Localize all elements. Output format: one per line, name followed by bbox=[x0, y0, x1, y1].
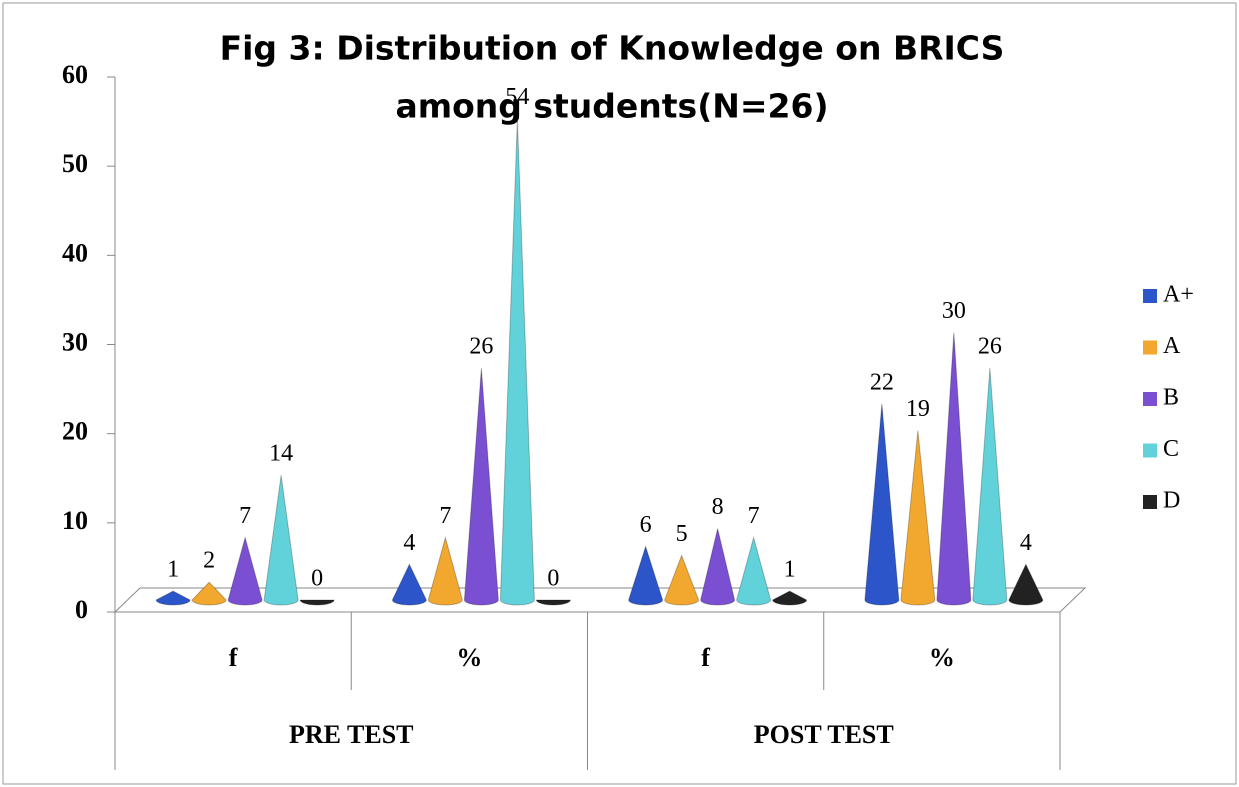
cone bbox=[936, 332, 972, 606]
data-label: 5 bbox=[676, 521, 688, 547]
data-label: 7 bbox=[439, 503, 451, 529]
legend-label: A bbox=[1163, 333, 1181, 359]
data-label: 7 bbox=[748, 503, 760, 529]
legend-swatch bbox=[1143, 340, 1157, 355]
data-label: 30 bbox=[942, 298, 966, 324]
legend-label: A+ bbox=[1163, 282, 1194, 308]
x-tick-label: % bbox=[456, 643, 482, 672]
x-tick-label: f bbox=[229, 643, 238, 672]
cone bbox=[463, 368, 499, 606]
cone bbox=[628, 544, 664, 606]
data-label: 8 bbox=[712, 494, 724, 520]
cone bbox=[535, 599, 571, 606]
data-label: 4 bbox=[1020, 530, 1032, 556]
floor bbox=[113, 587, 1087, 613]
data-label: 0 bbox=[547, 566, 559, 592]
cone bbox=[972, 368, 1008, 606]
data-label: 1 bbox=[784, 557, 796, 583]
y-tick-label: 40 bbox=[62, 238, 88, 267]
chart-title: Fig 3: Distribution of Knowledge on BRIC… bbox=[220, 29, 1005, 68]
y-tick-label: 20 bbox=[62, 417, 88, 446]
cone bbox=[263, 475, 299, 606]
x-tick-label: % bbox=[929, 643, 955, 672]
cone bbox=[772, 590, 808, 606]
data-label: 26 bbox=[978, 334, 1002, 360]
legend-swatch bbox=[1143, 392, 1157, 406]
cone bbox=[900, 430, 936, 606]
cone bbox=[499, 118, 535, 606]
data-label: 22 bbox=[870, 369, 894, 395]
y-tick-label: 60 bbox=[62, 60, 88, 89]
y-tick-label: 0 bbox=[75, 595, 88, 624]
group-label: PRE TEST bbox=[289, 720, 414, 749]
y-tick-label: 30 bbox=[62, 327, 88, 356]
group-label: POST TEST bbox=[754, 720, 894, 749]
legend-swatch bbox=[1143, 443, 1157, 458]
data-label: 7 bbox=[239, 503, 251, 529]
cone bbox=[700, 528, 736, 606]
x-tick-label: f bbox=[701, 643, 710, 672]
y-tick-label: 50 bbox=[62, 149, 88, 178]
data-label: 54 bbox=[505, 84, 529, 110]
cone bbox=[191, 581, 227, 606]
cone bbox=[736, 535, 772, 606]
legend-swatch bbox=[1143, 289, 1157, 303]
legend-label: B bbox=[1163, 385, 1179, 411]
data-label: 14 bbox=[269, 441, 293, 467]
cone bbox=[391, 563, 427, 606]
cone bbox=[664, 554, 700, 606]
data-label: 6 bbox=[640, 512, 652, 538]
data-label: 26 bbox=[469, 334, 493, 360]
y-tick-label: 10 bbox=[62, 506, 88, 535]
cone bbox=[299, 599, 335, 606]
chart-title: among students(N=26) bbox=[395, 87, 828, 126]
cone bbox=[1008, 563, 1044, 606]
legend-swatch bbox=[1143, 495, 1157, 509]
legend-label: C bbox=[1163, 436, 1179, 462]
legend-label: D bbox=[1163, 488, 1180, 514]
cone bbox=[864, 403, 900, 606]
data-label: 19 bbox=[906, 396, 930, 422]
data-label: 4 bbox=[403, 530, 415, 556]
cone bbox=[227, 535, 263, 606]
data-label: 1 bbox=[167, 557, 179, 583]
cone bbox=[427, 535, 463, 606]
data-label: 0 bbox=[311, 566, 323, 592]
data-label: 2 bbox=[203, 548, 215, 574]
cone bbox=[155, 590, 191, 606]
